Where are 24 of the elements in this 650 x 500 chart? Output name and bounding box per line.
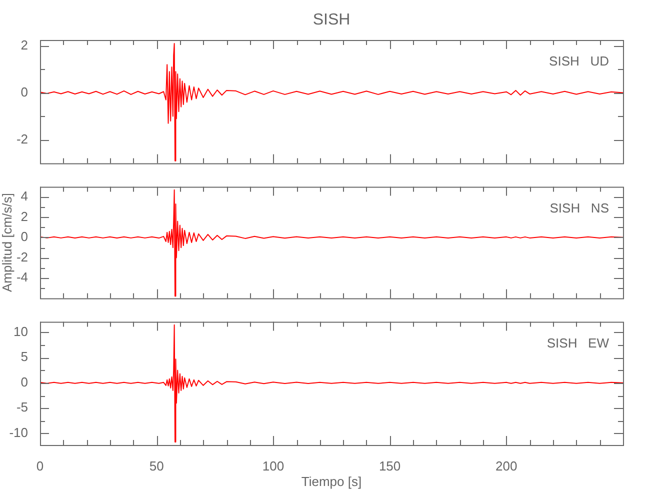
y-tick-label: 5: [20, 349, 28, 364]
y-tick-label: -5: [16, 400, 28, 415]
x-tick-label: 100: [262, 458, 284, 474]
x-tick-label: 150: [378, 458, 401, 474]
x-tick-label: 0: [36, 458, 44, 474]
y-tick-label: 2: [20, 37, 28, 52]
x-axis-title: Tiempo [s]: [301, 474, 362, 489]
y-tick-label: -2: [16, 131, 28, 146]
y-tick-label: 10: [14, 324, 28, 339]
chart-title: SISH: [312, 11, 350, 28]
y-tick-label: 2: [20, 208, 28, 224]
annotation: SISH EW: [546, 335, 610, 350]
y-tick-label: -10: [9, 424, 28, 440]
y-tick-label: -2: [16, 249, 28, 264]
y-tick-label: 0: [20, 374, 28, 390]
y-tick-label: 0: [20, 84, 28, 100]
y-tick-label: -4: [16, 270, 28, 285]
x-tick-label: 50: [149, 458, 164, 474]
annotation: SISH NS: [550, 200, 610, 216]
x-tick-label: 200: [496, 458, 518, 474]
annotation: SISH UD: [549, 54, 609, 69]
y-tick-label: 0: [20, 229, 28, 244]
y-tick-label: 4: [20, 188, 28, 204]
y-axis-title: Amplitud [cm/s/s]: [0, 193, 14, 292]
